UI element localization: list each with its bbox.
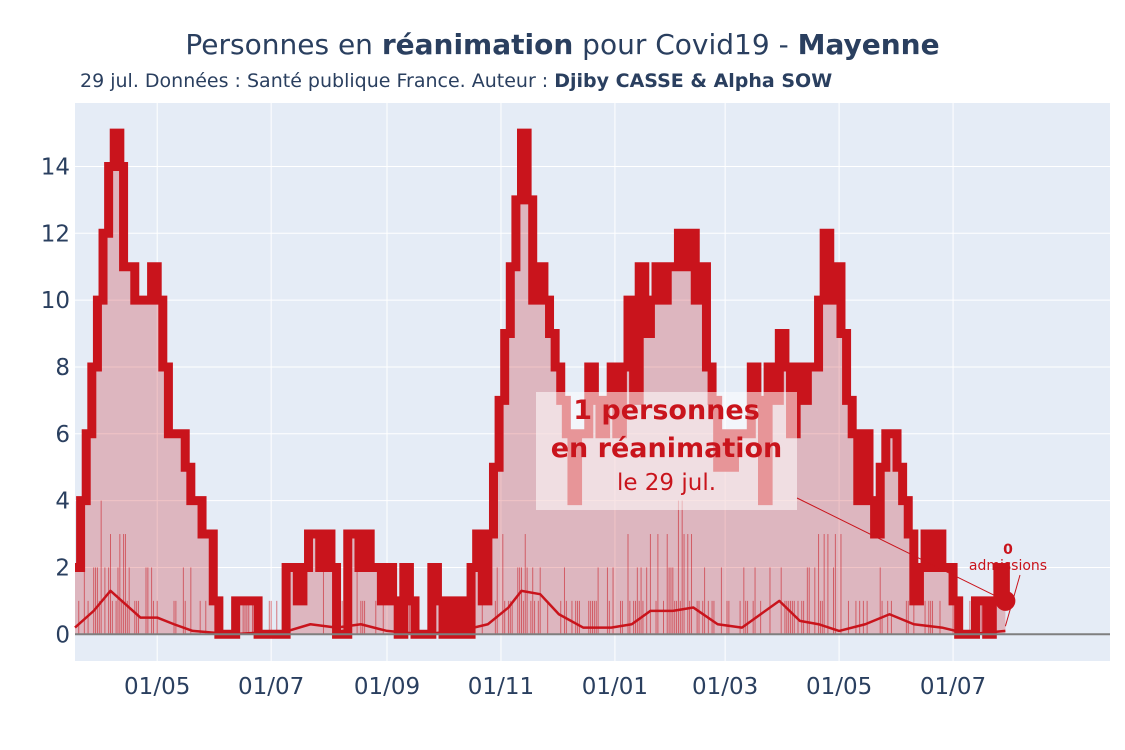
title-bold1: réanimation xyxy=(381,28,574,61)
y-tick-label: 6 xyxy=(55,422,70,448)
admissions-line xyxy=(74,589,1006,636)
title-part2: pour Covid19 - xyxy=(573,28,798,61)
annotation-line1: 1 personnes xyxy=(573,395,760,426)
subtitle-text: 29 jul. Données : Santé publique France.… xyxy=(80,70,555,92)
annotation-box: 1 personnes en réanimation le 29 jul. xyxy=(536,392,797,510)
subtitle-authors: Djiby CASSE & Alpha SOW xyxy=(554,70,833,92)
annotation-line2: en réanimation xyxy=(550,433,783,464)
x-tick-label: 01/07 xyxy=(238,674,304,700)
x-tick-label: 01/05 xyxy=(124,674,190,700)
x-tick-label: 01/09 xyxy=(354,674,420,700)
y-tick-label: 12 xyxy=(41,221,70,247)
last-point-marker xyxy=(995,590,1016,611)
chart-subtitle: 29 jul. Données : Santé publique France.… xyxy=(80,70,832,92)
x-axis-ticks: 01/05 01/07 01/09 01/11 01/01 01/03 01/05 01/07 xyxy=(124,674,986,700)
annotation-line3: le 29 jul. xyxy=(616,470,717,496)
admissions-label: admissions xyxy=(968,558,1048,574)
chart-title: Personnes en réanimation pour Covid19 - … xyxy=(0,28,1125,61)
y-tick-label: 14 xyxy=(41,154,70,180)
y-tick-label: 0 xyxy=(55,622,70,648)
admissions-value: 0 xyxy=(1003,542,1013,558)
x-tick-label: 01/03 xyxy=(692,674,758,700)
title-bold2: Mayenne xyxy=(797,28,940,61)
y-tick-label: 8 xyxy=(55,355,70,381)
y-axis-ticks: 0 2 4 6 8 10 12 14 xyxy=(41,154,70,648)
admissions-annotation: 0 admissions xyxy=(968,542,1048,574)
y-tick-label: 4 xyxy=(55,489,70,515)
x-tick-label: 01/05 xyxy=(806,674,872,700)
annotation-arrow xyxy=(796,497,1000,599)
title-part1: Personnes en xyxy=(185,28,382,61)
x-tick-label: 01/07 xyxy=(920,674,986,700)
reanimation-line xyxy=(75,128,1010,639)
y-tick-label: 10 xyxy=(41,288,70,314)
x-tick-label: 01/01 xyxy=(582,674,648,700)
y-tick-label: 2 xyxy=(55,555,70,581)
x-tick-label: 01/11 xyxy=(468,674,534,700)
